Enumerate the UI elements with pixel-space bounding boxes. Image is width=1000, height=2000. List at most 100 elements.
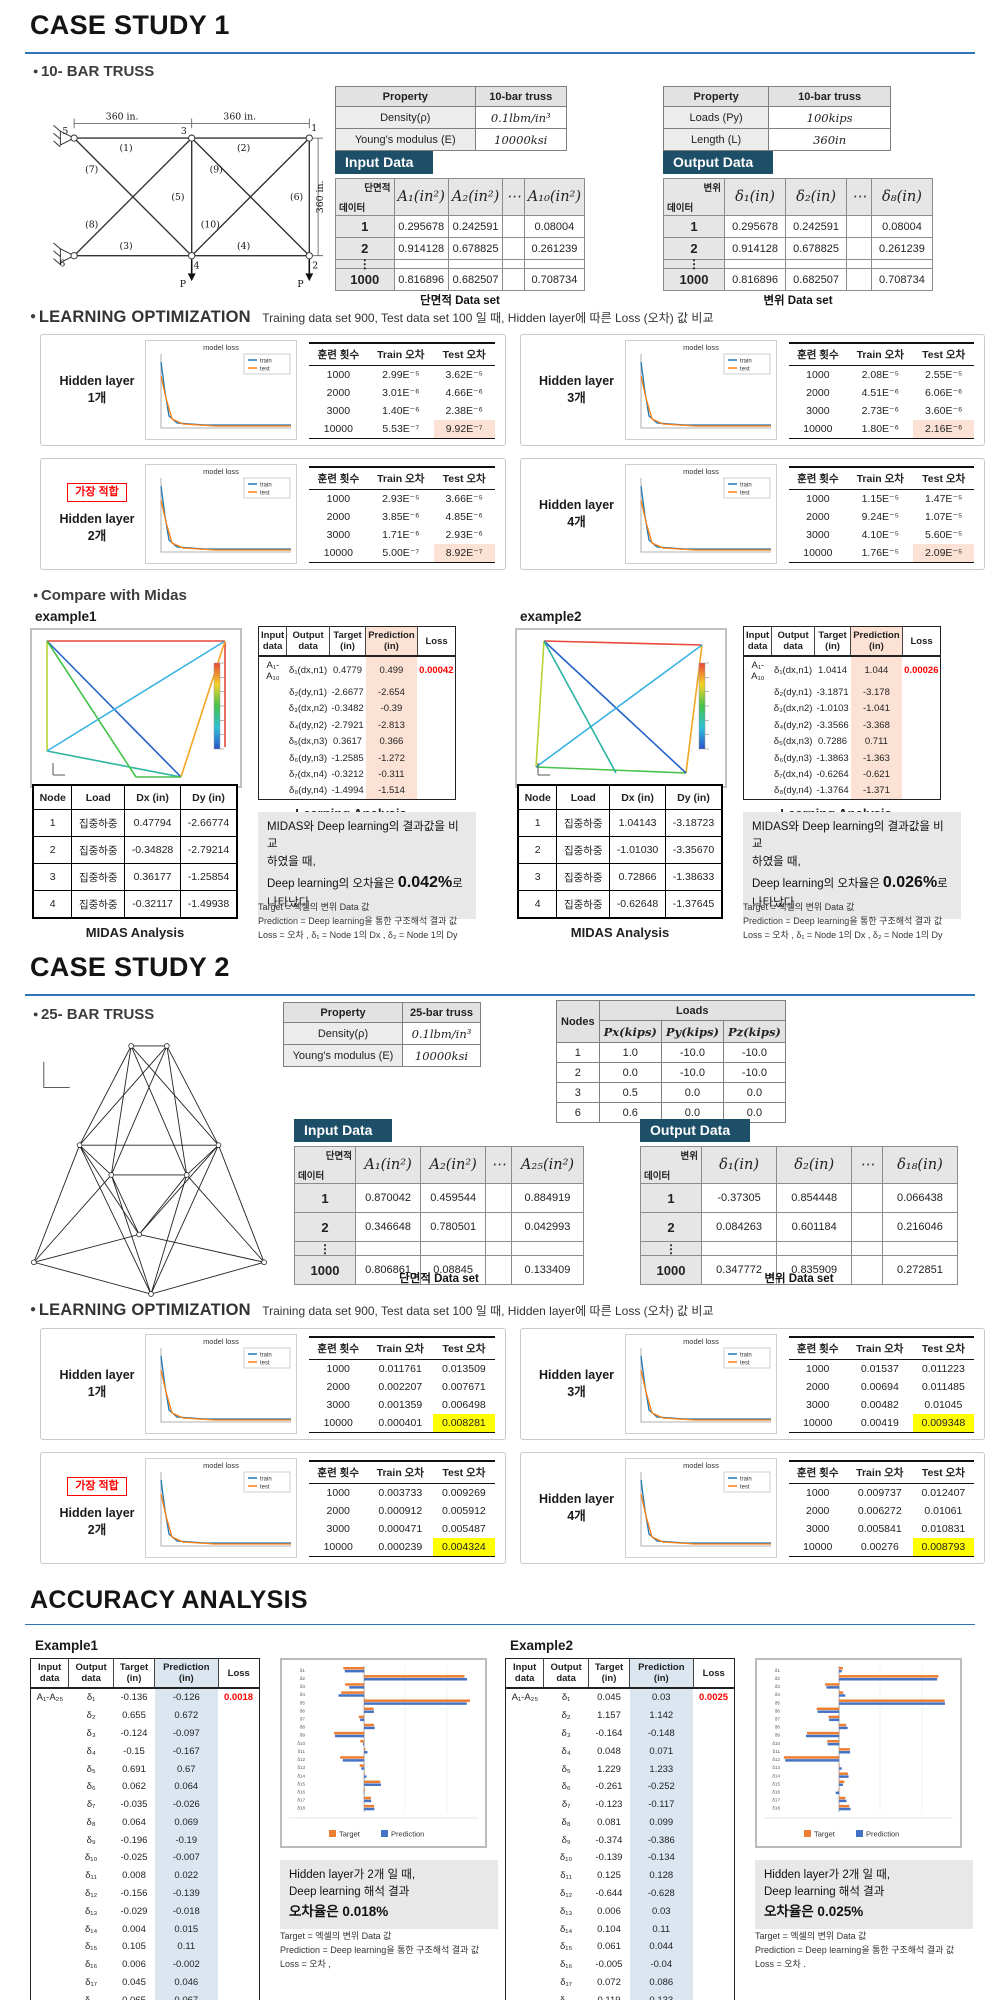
table-cell: 0.678825 xyxy=(447,237,504,260)
table-cell: 1000 xyxy=(640,1255,702,1285)
svg-text:360 in.: 360 in. xyxy=(223,111,256,122)
table-cell xyxy=(506,1831,544,1849)
table-header-cell: 훈련 횟수 xyxy=(788,341,848,366)
table-cell: 0.816896 xyxy=(393,268,449,291)
table-cell: -0.164 xyxy=(595,1727,623,1739)
table-cell: 집중하중 xyxy=(71,809,126,837)
table-cell xyxy=(510,1241,585,1256)
table-cell: -0.139 xyxy=(595,1852,623,1864)
table-header-cell: 훈련 횟수 xyxy=(788,465,848,490)
loss-curve-chart: model loss train test xyxy=(145,1458,297,1558)
table-cell: 1000 xyxy=(326,492,351,505)
svg-text:δ13: δ13 xyxy=(297,1765,305,1770)
loss-curve-chart: model loss train test xyxy=(145,464,297,564)
accuracy-note-box: Hidden layer가 2개 일 때, Deep learning 해석 결… xyxy=(755,1860,973,1929)
table-cell: 0.242591 xyxy=(785,215,848,238)
table-header-cell: Nodes xyxy=(556,1000,600,1043)
table-header-cell: A₂(in²) xyxy=(420,1146,487,1184)
table-cell: 0.682507 xyxy=(785,268,848,291)
hidden-layer-label: Hidden layer 1개 xyxy=(49,373,145,407)
svg-text:train: train xyxy=(260,1477,272,1483)
table-cell: -0.252 xyxy=(629,1777,694,1796)
table-cell xyxy=(506,1742,544,1760)
table-header-cell: 25-bar truss xyxy=(401,1002,482,1023)
table-cell: 0.0 xyxy=(660,1082,724,1103)
table-cell xyxy=(851,1255,883,1285)
table-cell xyxy=(31,1920,69,1938)
table-cell: -1.363 xyxy=(850,749,903,767)
table-cell: 1.233 xyxy=(629,1760,694,1778)
svg-text:δ5: δ5 xyxy=(300,1700,306,1705)
table-cell: δ₁₂ xyxy=(85,1887,98,1899)
midas-result-image xyxy=(515,628,727,788)
table-cell: 0.006 xyxy=(597,1905,621,1917)
table-cell: 0.044 xyxy=(629,1937,694,1956)
table-cell: Density(ρ) xyxy=(283,1022,403,1045)
midas-footnote: Target = 엑셀의 변위 Data 값 Prediction = Deep… xyxy=(743,902,943,940)
table-cell xyxy=(693,1725,734,1743)
table-cell xyxy=(870,259,934,269)
table-cell: 0.001359 xyxy=(378,1398,423,1411)
note-line: Hidden layer가 2개 일 때, Deep learning 해석 결… xyxy=(764,1869,891,1899)
svg-text:train: train xyxy=(260,359,272,365)
svg-text:Target: Target xyxy=(339,1830,361,1839)
table-cell xyxy=(417,717,456,733)
table-cell: 0.042993 xyxy=(510,1212,585,1242)
input-data-table-case2: 단면적 데이터 A₁(in²) A₂(in²) ⋯ A₂₅(in²) 1 0.870042 0.… xyxy=(294,1146,585,1285)
table-cell xyxy=(218,1885,259,1903)
table-cell: -3.1871 xyxy=(816,687,849,699)
table-cell: δ₁₃ xyxy=(559,1905,573,1917)
table-cell xyxy=(846,215,872,238)
table-cell: -1.041 xyxy=(850,700,903,718)
svg-text:δ3: δ3 xyxy=(775,1684,781,1689)
table-cell xyxy=(259,783,287,800)
table-header-cell: Prediction (in) xyxy=(154,1658,219,1689)
table-cell: δ₇(dx,n4) xyxy=(289,768,328,780)
note-line: Hidden layer가 2개 일 때, Deep learning 해석 결… xyxy=(289,1869,416,1899)
learning-subheading-text-2: Training data set 900, Test data set 100… xyxy=(262,1304,714,1318)
table-header-cell: Target (in) xyxy=(813,626,851,657)
table-cell xyxy=(506,1902,544,1920)
table-cell xyxy=(218,1778,259,1796)
table-cell xyxy=(744,717,772,733)
table-cell: 1.044 xyxy=(850,656,903,685)
svg-text:δ10: δ10 xyxy=(297,1741,305,1746)
table-cell: δ₈(dy,n4) xyxy=(774,785,813,797)
table-header-cell: Prediction (in) xyxy=(365,626,418,657)
table-cell: 1.142 xyxy=(629,1706,694,1725)
svg-text:δ14: δ14 xyxy=(297,1773,305,1778)
table-cell: 6.06E⁻⁶ xyxy=(925,386,963,399)
svg-text:(7): (7) xyxy=(85,164,98,175)
table-cell: δ₅(dx,n3) xyxy=(773,736,813,748)
table-header-cell: ⋯ xyxy=(846,178,872,216)
hidden-layer-count: 2개 xyxy=(87,1522,107,1537)
table-cell: 0.006272 xyxy=(857,1504,902,1517)
table-cell xyxy=(417,750,456,766)
table-cell: 10000 xyxy=(788,1413,847,1433)
table-cell xyxy=(693,1742,734,1760)
table-header-cell: Property xyxy=(662,86,770,107)
table-cell: -1.25854 xyxy=(180,863,238,891)
table-cell: 0.008281 xyxy=(433,1413,495,1433)
hidden-layer-count: 1개 xyxy=(87,1385,107,1399)
table-cell xyxy=(218,1796,259,1814)
table-cell xyxy=(693,1920,734,1938)
table-cell: -0.39 xyxy=(365,700,418,718)
table-cell: 1000 xyxy=(294,1255,356,1285)
table-cell: 0.00694 xyxy=(860,1380,899,1393)
table-cell xyxy=(506,1885,544,1903)
table-header-cell: Load xyxy=(556,784,611,810)
table-cell: -0.04 xyxy=(629,1955,694,1974)
table-header-cell: Output data xyxy=(286,626,330,657)
table-cell: -2.7921 xyxy=(331,719,364,731)
table-cell: δ₁₅ xyxy=(559,1941,573,1953)
table-cell: 0.008 xyxy=(122,1870,146,1882)
table-cell: 1 xyxy=(335,215,395,238)
table-header-cell: 10-bar truss xyxy=(768,86,891,107)
input-data-table-case1: 단면적 데이터 A₁(in²) A₂(in²) ⋯ A₁₀(in²) 1 0.295678 0.… xyxy=(335,178,586,291)
table-cell: 0.835909 xyxy=(776,1255,853,1285)
learning-optimization-heading-2: LEARNING OPTIMIZATION Training data set … xyxy=(30,1301,714,1320)
table-header-cell: Input data xyxy=(30,1658,69,1689)
table-cell: -3.35670 xyxy=(665,836,723,864)
table-header-cell: δ₁₈(in) xyxy=(881,1146,959,1184)
